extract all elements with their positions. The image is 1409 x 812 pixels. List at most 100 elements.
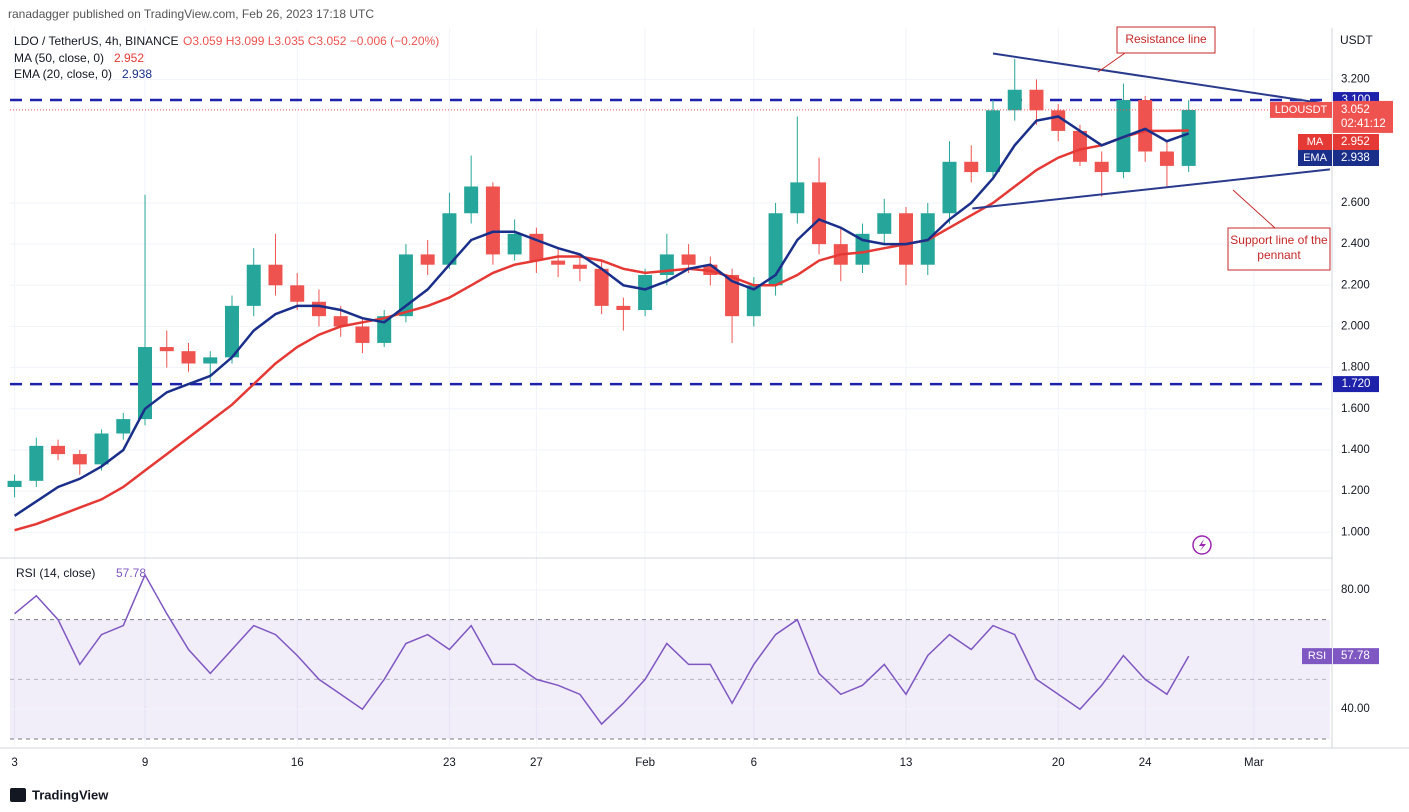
indicator-name: EMA <box>1303 152 1328 164</box>
level-tag-text: 1.720 <box>1342 378 1371 390</box>
candle-body <box>964 161 979 173</box>
candle-body <box>1094 161 1109 173</box>
candle-body <box>746 285 761 317</box>
rsi-tick-label: 80.00 <box>1341 584 1370 596</box>
rsi-band <box>10 619 1330 740</box>
candle-body <box>116 419 131 434</box>
candle-body <box>1138 100 1153 152</box>
last-price-tag <box>1333 100 1393 133</box>
candle-body <box>790 182 805 214</box>
x-tick-label: 16 <box>291 757 304 769</box>
candle-body <box>572 264 587 269</box>
candle-body <box>942 161 957 214</box>
candle-body <box>1072 130 1087 162</box>
candle-body <box>877 213 892 234</box>
candle-body <box>159 347 174 352</box>
candle-body <box>181 351 196 364</box>
grid <box>10 28 1330 745</box>
tradingview-logo: TradingView <box>10 787 109 802</box>
candle-body <box>551 260 566 265</box>
symbol-title: LDO / TetherUS, 4h, BINANCE <box>14 34 179 48</box>
ohlc-values: O3.059 H3.099 L3.035 C3.052 −0.006 (−0.2… <box>183 34 439 48</box>
rsi-name-tag <box>1302 648 1332 665</box>
countdown: 02:41:12 <box>1341 118 1386 130</box>
candle-body <box>355 326 370 343</box>
candle-body <box>485 186 500 255</box>
x-tick-label: 13 <box>900 757 913 769</box>
candle-body <box>442 213 457 265</box>
rsi-legend: RSI (14, close) <box>16 566 95 580</box>
x-tick-label: 27 <box>530 757 543 769</box>
symbol-tag-text: LDOUSDT <box>1275 104 1328 116</box>
candle-body <box>246 264 261 306</box>
x-tick-label: 20 <box>1052 757 1065 769</box>
candle-body <box>725 275 740 317</box>
indicator-value-tag <box>1333 150 1379 166</box>
alert-icon[interactable] <box>1192 535 1212 555</box>
candle-body <box>616 305 631 310</box>
annotation-wrap: Support line of the pennant <box>1230 233 1327 262</box>
annotation-support: Support line of the pennant <box>1227 189 1331 271</box>
x-tick-label: 3 <box>11 757 17 769</box>
annotation-pointer <box>1097 52 1126 73</box>
rsi-legend-value: 57.78 <box>116 566 146 580</box>
y-tick-label: 1.000 <box>1341 526 1370 538</box>
candle-body <box>681 254 696 265</box>
rsi-value: 57.78 <box>1341 650 1370 662</box>
candle-body <box>333 316 348 327</box>
price-tags: 3 9 16 23 27 Feb 6 13 20 24 Mar 1.000 1.200 1.400 1.60… <box>11 73 1393 769</box>
candle-body <box>398 254 413 317</box>
annotation-box <box>1227 227 1331 271</box>
candle-body <box>29 445 44 481</box>
rsi-line <box>14 573 1190 726</box>
x-tick-label: Mar <box>1244 757 1264 769</box>
y-tick-label: 1.200 <box>1341 485 1370 497</box>
annotation-pointer <box>1232 189 1276 229</box>
y-tick-label: 1.800 <box>1341 362 1370 374</box>
indicator-name-tag <box>1298 134 1332 150</box>
trendline <box>972 168 1331 210</box>
y-tick-label: 1.400 <box>1341 444 1370 456</box>
candle-body <box>311 301 326 317</box>
indicator-line <box>13 115 1190 517</box>
candle-body <box>72 454 87 465</box>
candle-body <box>985 110 1000 173</box>
y-tick-label: 2.600 <box>1341 197 1370 209</box>
x-tick-label: 24 <box>1139 757 1152 769</box>
annotation-box <box>1116 26 1216 54</box>
y-tick-label: 2.400 <box>1341 238 1370 250</box>
candle-body <box>594 268 609 306</box>
indicator-name-tag <box>1298 150 1332 166</box>
annotation-text: Resistance line <box>1125 32 1207 46</box>
y-tick-label: 1.600 <box>1341 403 1370 415</box>
x-tick-label: 6 <box>751 757 757 769</box>
candle-body <box>812 182 827 245</box>
symbol-tag <box>1270 101 1332 118</box>
candle-body <box>420 254 435 265</box>
y-tick-label: 2.000 <box>1341 320 1370 332</box>
candle-body <box>507 233 522 255</box>
ma-legend-value: 2.952 <box>114 51 144 65</box>
candle-body <box>899 213 914 265</box>
candle-body <box>1181 109 1196 166</box>
logo-text: TradingView <box>32 787 109 802</box>
candle-body <box>94 433 109 465</box>
candle-body <box>1159 151 1174 166</box>
attribution: ranadagger published on TradingView.com,… <box>8 7 374 21</box>
annotation-resistance: Resistance line <box>1097 26 1216 73</box>
indicator-line <box>14 129 1189 532</box>
last-price-text: 3.052 <box>1341 104 1370 116</box>
logo-mark <box>10 788 26 802</box>
candle-body <box>51 445 66 455</box>
currency: USDT <box>1340 33 1373 47</box>
rsi-tick-label: 40.00 <box>1341 703 1370 715</box>
rsi-name: RSI <box>1308 650 1326 662</box>
level-tag <box>1333 376 1379 393</box>
trendline <box>992 52 1331 106</box>
candle-body <box>290 285 305 302</box>
candle-body <box>1029 89 1044 111</box>
candle-body <box>268 264 283 286</box>
ema-legend: EMA (20, close, 0) <box>14 67 112 81</box>
candle-body <box>638 275 653 310</box>
ma-legend: MA (50, close, 0) <box>14 51 104 65</box>
